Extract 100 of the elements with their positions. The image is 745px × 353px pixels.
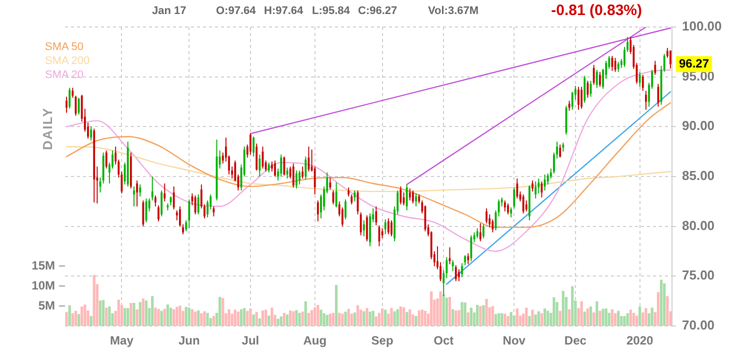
- bar: [236, 312, 240, 326]
- bar: [328, 314, 332, 326]
- text: C:96.27: [358, 5, 398, 17]
- bar: [552, 297, 556, 326]
- candlestick: [479, 222, 482, 242]
- bar: [282, 312, 286, 326]
- candlestick: [160, 190, 163, 217]
- bar: [494, 314, 498, 326]
- line-series: [66, 102, 672, 228]
- bar: [663, 283, 666, 326]
- candlestick: [142, 200, 144, 227]
- candlestick: [316, 200, 319, 222]
- bar: [92, 274, 96, 326]
- candlestick: [670, 50, 672, 69]
- x-tick-label: Nov: [502, 334, 526, 348]
- bar: [252, 314, 255, 326]
- bar: [408, 309, 412, 326]
- bar: [270, 308, 274, 326]
- candlestick: [375, 206, 378, 226]
- bar: [510, 312, 512, 326]
- bar: [491, 306, 494, 326]
- candlestick: [197, 194, 200, 215]
- candlestick: [139, 184, 142, 197]
- bar: [151, 296, 154, 326]
- bar: [203, 311, 206, 326]
- bar: [586, 308, 589, 326]
- bar: [372, 310, 374, 326]
- bar: [228, 309, 230, 326]
- bar: [322, 313, 326, 326]
- candlestick: [578, 86, 580, 110]
- bar: [466, 312, 470, 326]
- candlestick: [256, 143, 258, 172]
- candlestick: [172, 186, 175, 210]
- bar: [178, 306, 182, 326]
- bar: [144, 300, 148, 326]
- candlestick: [72, 87, 74, 98]
- bar: [629, 310, 632, 326]
- bar: [307, 312, 310, 326]
- bar: [123, 308, 126, 326]
- bar: [304, 301, 307, 326]
- bar: [154, 308, 157, 326]
- candlestick: [212, 206, 215, 217]
- bar: [243, 308, 246, 326]
- bar: [366, 308, 368, 326]
- bar: [74, 310, 78, 326]
- bar: [188, 308, 190, 326]
- bar: [546, 310, 550, 326]
- bar: [558, 310, 562, 326]
- bar: [212, 316, 215, 326]
- candlestick: [534, 180, 537, 199]
- bar: [568, 309, 571, 326]
- candlestick: [525, 200, 528, 212]
- candlestick: [644, 90, 647, 110]
- bar: [132, 302, 136, 326]
- candlestick: [467, 252, 470, 265]
- bar: [68, 305, 71, 326]
- bar: [458, 310, 460, 326]
- candlestick: [642, 74, 644, 92]
- candlestick: [335, 182, 338, 208]
- candlestick: [252, 136, 254, 158]
- x-tick-label: Jul: [242, 334, 260, 348]
- candlestick: [133, 186, 135, 207]
- candlestick: [280, 154, 282, 177]
- candlestick: [412, 190, 414, 204]
- bar: [642, 312, 644, 326]
- bar: [638, 306, 642, 326]
- candlestick: [654, 60, 656, 76]
- bar: [316, 304, 320, 326]
- candlestick: [638, 71, 641, 88]
- bar: [332, 312, 335, 326]
- bar: [500, 313, 504, 326]
- candlestick: [344, 198, 346, 220]
- bar: [126, 308, 130, 326]
- bar: [249, 308, 252, 326]
- bar: [264, 310, 268, 326]
- bar: [341, 314, 344, 326]
- bar: [80, 306, 84, 326]
- candlestick: [415, 192, 417, 207]
- bar: [393, 311, 396, 326]
- candlestick: [258, 154, 261, 177]
- bar: [301, 312, 304, 326]
- candlestick: [154, 194, 156, 207]
- bar: [384, 310, 387, 326]
- bar: [222, 298, 224, 326]
- candlestick: [492, 218, 494, 233]
- bar: [516, 308, 518, 326]
- bar: [470, 308, 473, 326]
- bar: [635, 316, 638, 326]
- bar: [534, 314, 537, 326]
- y-tick-label: 100.00: [682, 18, 722, 34]
- bar: [314, 307, 316, 326]
- candlestick: [384, 218, 386, 235]
- candlestick: [532, 180, 534, 192]
- bar: [268, 316, 270, 326]
- candlestick: [304, 156, 307, 180]
- y-tick-label: 90.00: [682, 118, 715, 134]
- x-tick-label: Oct: [434, 334, 454, 348]
- bar: [454, 310, 458, 326]
- bar: [374, 316, 378, 326]
- bar: [430, 291, 433, 326]
